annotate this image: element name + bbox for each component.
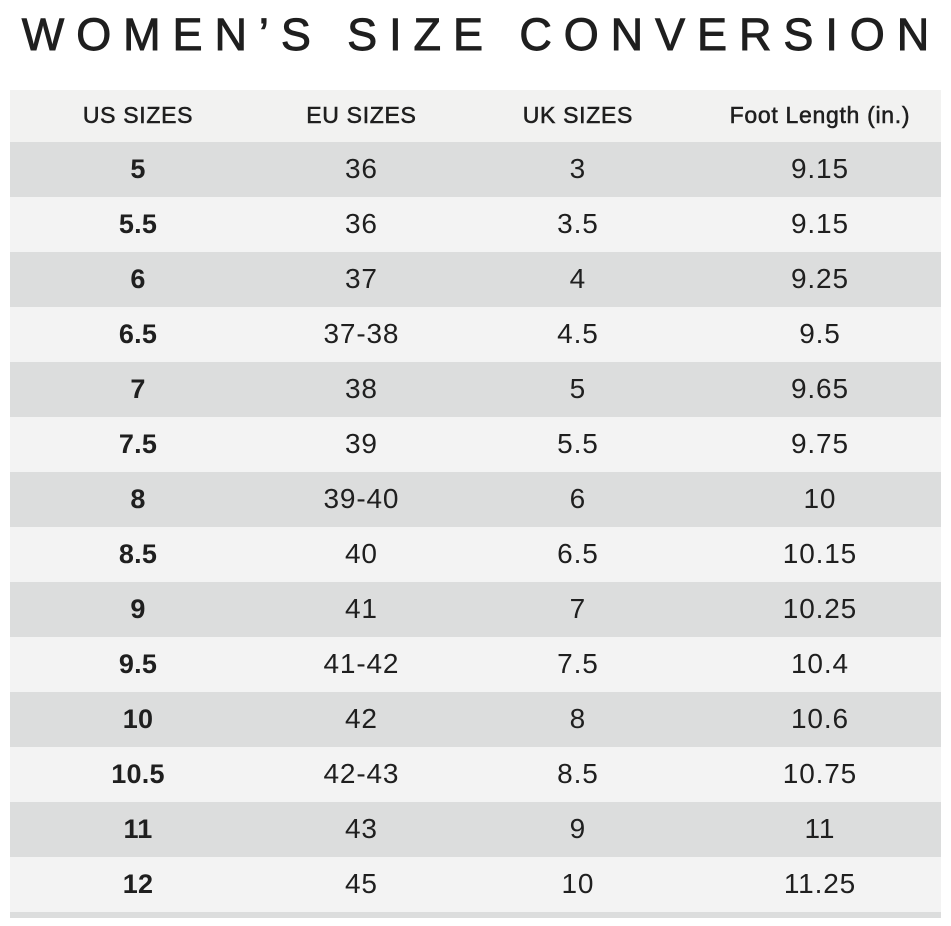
- cell-uk-size: 7.5: [557, 648, 599, 680]
- cell-uk-size: 5.5: [557, 428, 599, 460]
- cell-foot-length: 10: [803, 483, 837, 515]
- cell-us-size: 9.5: [118, 648, 158, 679]
- cell-uk-size: 4: [569, 263, 587, 295]
- cell-eu-size: 36: [345, 208, 378, 240]
- cell-eu-size: 45: [345, 868, 378, 900]
- cell-foot-length: 10.75: [782, 758, 858, 790]
- cell-uk-size: 3: [569, 153, 587, 185]
- cell-foot-length: 9.15: [791, 153, 849, 185]
- cell-eu-size: 37-38: [323, 318, 400, 350]
- cell-eu-size: 38: [345, 373, 378, 405]
- table-row: 7 38 5 9.65: [10, 361, 941, 417]
- cell-foot-length: 9.25: [791, 263, 849, 295]
- cell-uk-size: 9: [569, 813, 587, 845]
- cell-eu-size: 36: [345, 153, 378, 185]
- table-row: 7.5 39 5.5 9.75: [10, 416, 941, 472]
- cell-eu-size: 43: [345, 813, 378, 845]
- cell-foot-length: 9.65: [791, 373, 849, 405]
- cell-us-size: 6.5: [118, 318, 158, 349]
- page-title: WOMEN’S SIZE CONVERSION: [21, 9, 942, 61]
- table-row: 11 43 9 11: [10, 801, 941, 857]
- cell-us-size: 6: [130, 263, 146, 294]
- column-header-eu-sizes: EU SIZES: [306, 102, 417, 129]
- table-row-partial: [10, 911, 941, 918]
- cell-eu-size: 42-43: [323, 758, 400, 790]
- column-header-foot-length: Foot Length (in.): [729, 102, 911, 129]
- size-conversion-page: WOMEN’S SIZE CONVERSION US SIZES EU SIZE…: [0, 9, 951, 918]
- cell-uk-size: 3.5: [557, 208, 599, 240]
- table-row: 6.5 37-38 4.5 9.5: [10, 306, 941, 362]
- cell-foot-length: 9.5: [799, 318, 841, 350]
- table-row: 6 37 4 9.25: [10, 251, 941, 307]
- cell-foot-length: 11.25: [783, 868, 857, 900]
- cell-foot-length: 10.15: [782, 538, 858, 570]
- table-row: 9 41 7 10.25: [10, 581, 941, 637]
- cell-eu-size: 40: [345, 538, 378, 570]
- cell-eu-size: 41-42: [323, 648, 400, 680]
- cell-uk-size: 7: [569, 593, 587, 625]
- table-row: 10 42 8 10.6: [10, 691, 941, 747]
- table-row: 12 45 10 11.25: [10, 856, 941, 912]
- table-row: 10.5 42-43 8.5 10.75: [10, 746, 941, 802]
- cell-eu-size: 39: [345, 428, 378, 460]
- cell-uk-size: 8.5: [557, 758, 599, 790]
- cell-us-size: 10.5: [111, 758, 165, 789]
- table-row: 8.5 40 6.5 10.15: [10, 526, 941, 582]
- cell-foot-length: 9.15: [791, 208, 849, 240]
- cell-us-size: 9: [130, 593, 146, 624]
- cell-uk-size: 6.5: [557, 538, 599, 570]
- cell-eu-size: 39-40: [323, 483, 400, 515]
- cell-us-size: 12: [122, 868, 154, 899]
- table-row: 8 39-40 6 10: [10, 471, 941, 527]
- cell-foot-length: 10.4: [791, 648, 849, 680]
- cell-us-size: 8: [130, 483, 146, 514]
- cell-uk-size: 10: [561, 868, 595, 900]
- cell-us-size: 10: [122, 703, 154, 734]
- cell-us-size: 7: [130, 373, 146, 404]
- cell-foot-length: 10.25: [782, 593, 858, 625]
- size-conversion-table: US SIZES EU SIZES UK SIZES Foot Length (…: [10, 89, 941, 918]
- cell-foot-length: 10.6: [791, 703, 849, 735]
- table-row: 5 36 3 9.15: [10, 141, 941, 197]
- cell-uk-size: 4.5: [557, 318, 599, 350]
- cell-us-size: 5: [130, 153, 146, 184]
- cell-us-size: 11: [123, 813, 153, 844]
- cell-foot-length: 11: [804, 813, 836, 845]
- table-row: 5.5 36 3.5 9.15: [10, 196, 941, 252]
- table-body: 5 36 3 9.15 5.5 36 3.5 9.15 6 37 4 9.25 6.5 37-38 4.5 9…: [10, 141, 941, 912]
- table-row: 9.5 41-42 7.5 10.4: [10, 636, 941, 692]
- cell-us-size: 8.5: [118, 538, 158, 569]
- column-header-us-sizes: US SIZES: [82, 102, 194, 129]
- cell-eu-size: 42: [345, 703, 378, 735]
- cell-us-size: 7.5: [118, 428, 158, 459]
- cell-eu-size: 41: [345, 593, 378, 625]
- cell-uk-size: 6: [569, 483, 587, 515]
- cell-eu-size: 37: [345, 263, 378, 295]
- cell-uk-size: 8: [569, 703, 587, 735]
- table-header-row: US SIZES EU SIZES UK SIZES Foot Length (…: [10, 89, 941, 142]
- cell-us-size: 5.5: [118, 208, 158, 239]
- cell-foot-length: 9.75: [791, 428, 849, 460]
- cell-uk-size: 5: [569, 373, 587, 405]
- column-header-uk-sizes: UK SIZES: [522, 102, 634, 129]
